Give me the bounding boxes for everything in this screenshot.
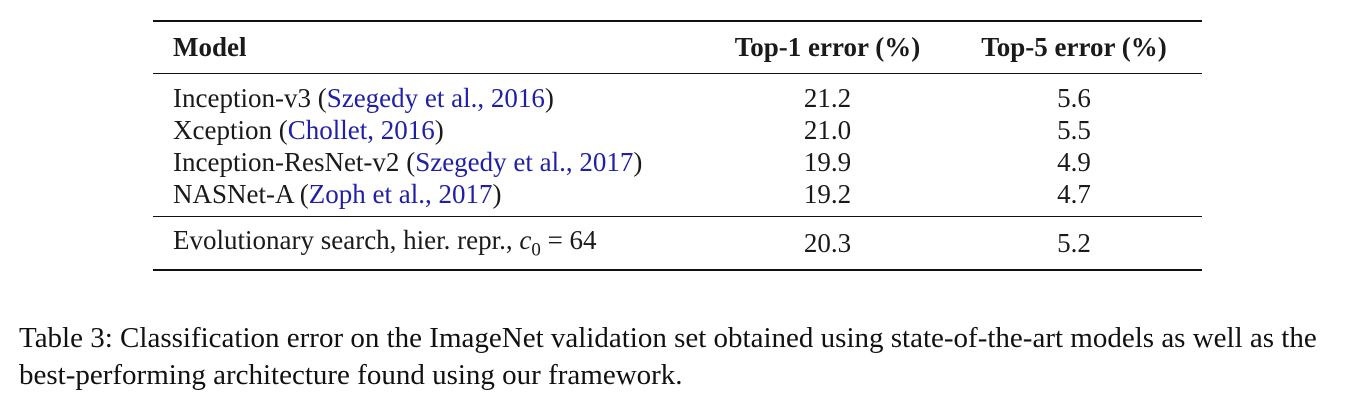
cite-close: ) xyxy=(544,82,554,113)
top1-cell: 21.2 xyxy=(803,82,852,113)
table-caption: Table 3: Classification error on the Ima… xyxy=(19,322,1317,391)
top1-cell: 19.9 xyxy=(803,146,852,177)
top5-cell: 4.7 xyxy=(1057,178,1091,209)
cite-open: ( xyxy=(310,82,327,113)
math-variable: c xyxy=(519,224,532,255)
model-cell: Inception-ResNet-v2 (Szegedy et al., 201… xyxy=(153,146,709,178)
citation-link[interactable]: Zoph et al., 2017 xyxy=(308,178,493,209)
table-header-row: Model Top-1 error (%) Top-5 error (%) xyxy=(153,21,1202,74)
citation-link[interactable]: Chollet, 2016 xyxy=(287,114,435,145)
table-row-ours: Evolutionary search, hier. repr., c0 = 6… xyxy=(153,216,1202,271)
results-table: Model Top-1 error (%) Top-5 error (%) In… xyxy=(153,20,1202,271)
top5-cell: 4.9 xyxy=(1057,146,1091,177)
model-cell: Evolutionary search, hier. repr., c0 = 6… xyxy=(153,217,709,271)
citation-link[interactable]: Szegedy et al., 2017 xyxy=(415,146,634,177)
cite-close: ) xyxy=(492,178,502,209)
model-name: Xception xyxy=(173,114,272,145)
cite-close: ) xyxy=(633,146,643,177)
top1-cell: 21.0 xyxy=(803,114,852,145)
table-row: NASNet-A (Zoph et al., 2017) 19.2 4.7 xyxy=(153,178,1202,217)
top1-cell: 20.3 xyxy=(803,227,852,258)
top5-cell: 5.2 xyxy=(1057,227,1091,258)
model-name: NASNet-A xyxy=(173,178,293,209)
top1-cell: 19.2 xyxy=(803,178,852,209)
table-row: Xception (Chollet, 2016) 21.0 5.5 xyxy=(153,114,1202,146)
model-name: Inception-v3 xyxy=(173,82,311,113)
model-name: Evolutionary search, hier. repr., xyxy=(173,224,520,255)
header-model: Model xyxy=(173,32,247,62)
top5-cell: 5.6 xyxy=(1057,82,1091,113)
header-top5-error: Top-5 error (%) xyxy=(981,32,1167,62)
math-subscript: 0 xyxy=(531,239,541,261)
table-row: Inception-ResNet-v2 (Szegedy et al., 201… xyxy=(153,146,1202,178)
cite-open: ( xyxy=(399,146,416,177)
model-cell: Xception (Chollet, 2016) xyxy=(153,114,709,146)
header-top1-error: Top-1 error (%) xyxy=(734,32,921,62)
model-cell: Inception-v3 (Szegedy et al., 2016) xyxy=(153,74,709,115)
citation-link[interactable]: Szegedy et al., 2016 xyxy=(326,82,545,113)
math-equation-rest: = 64 xyxy=(540,224,597,255)
top5-cell: 5.5 xyxy=(1057,114,1091,145)
cite-open: ( xyxy=(293,178,309,209)
model-cell: NASNet-A (Zoph et al., 2017) xyxy=(153,178,709,217)
cite-close: ) xyxy=(434,114,444,145)
results-table-container: Model Top-1 error (%) Top-5 error (%) In… xyxy=(153,20,1202,271)
cite-open: ( xyxy=(271,114,288,145)
model-name: Inception-ResNet-v2 xyxy=(173,146,400,177)
table-row: Inception-v3 (Szegedy et al., 2016) 21.2… xyxy=(153,73,1202,115)
